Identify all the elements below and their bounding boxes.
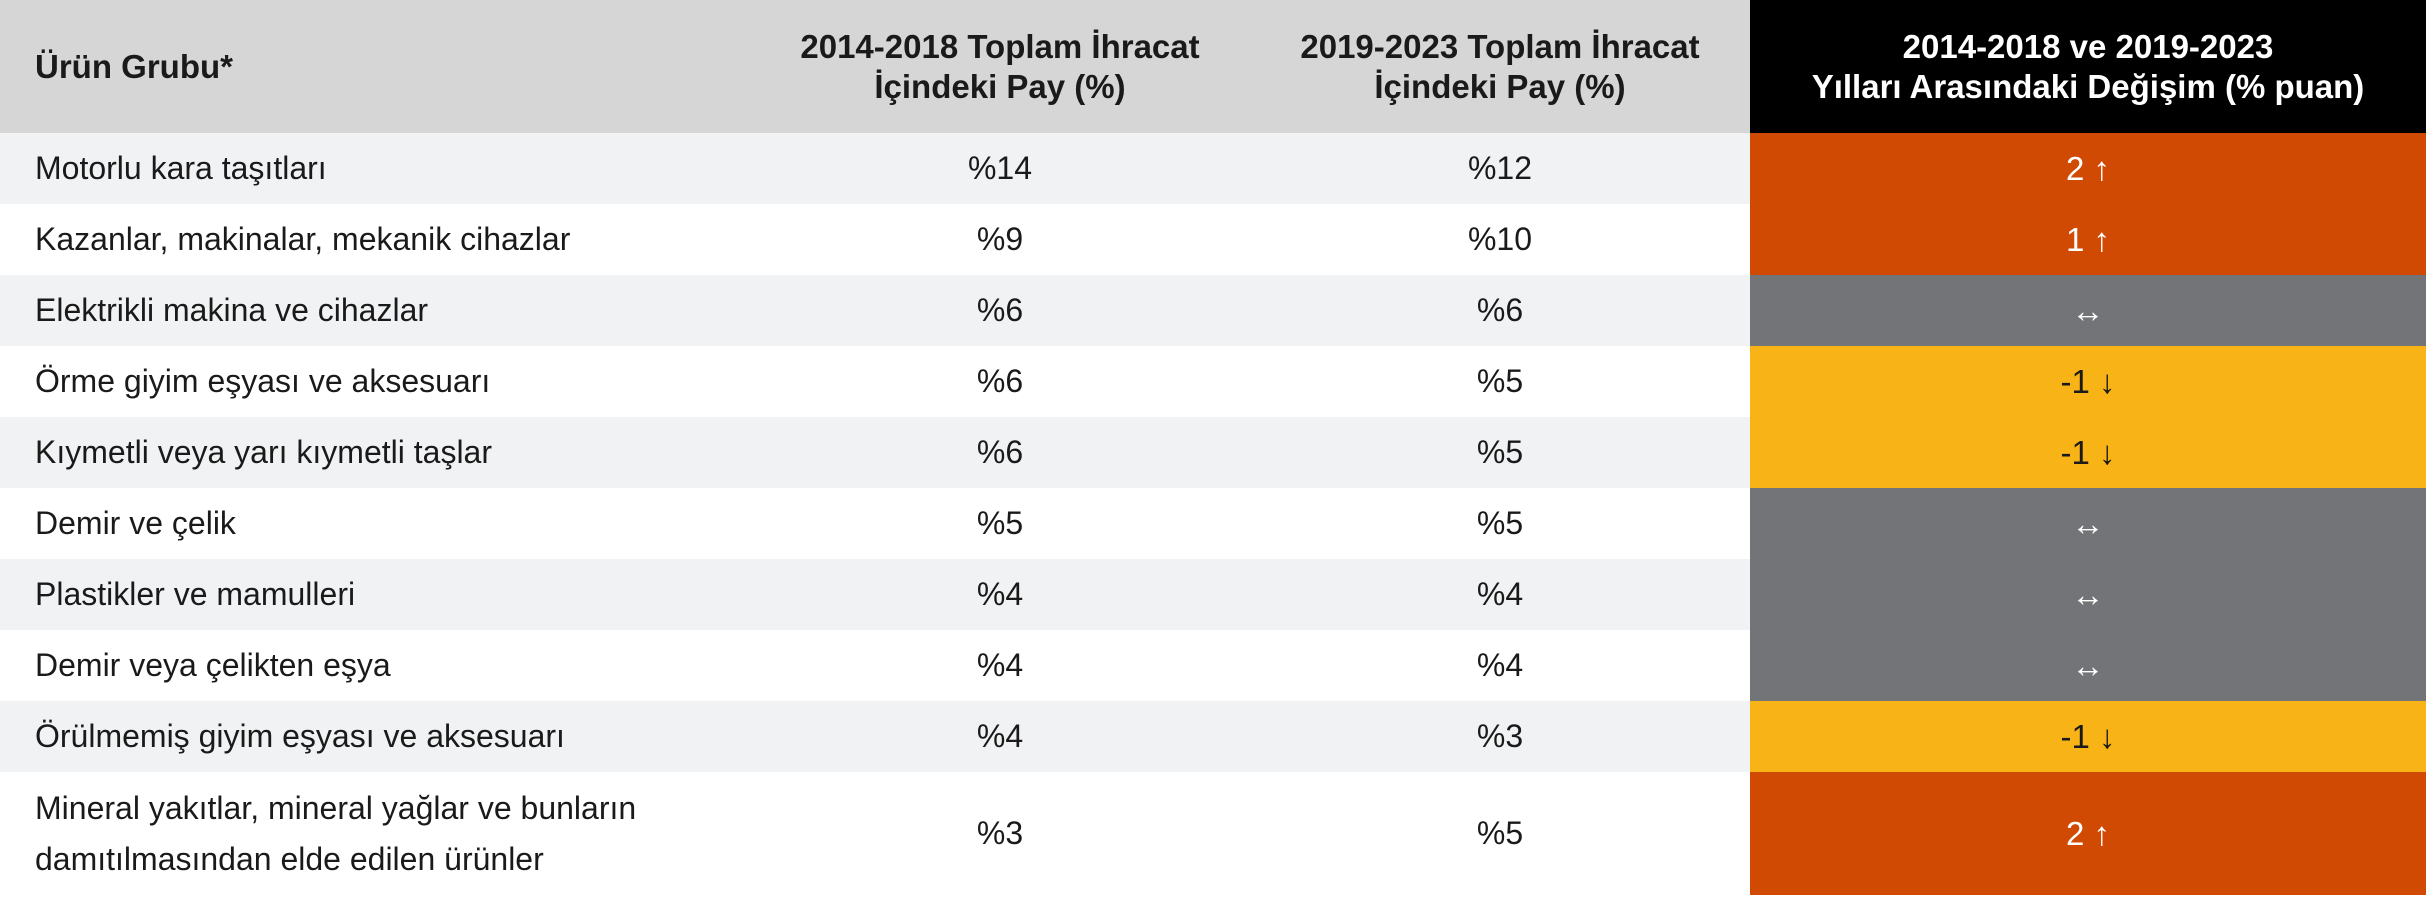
share-2014-2018-cell: %6: [750, 417, 1250, 488]
share-2019-2023-cell: %5: [1476, 815, 1524, 851]
change-cell: -1 ↓: [1750, 701, 2426, 772]
share-2014-2018-cell: %14: [750, 133, 1250, 204]
change-cell: 2 ↑: [1750, 133, 2426, 204]
change-cell: ↔: [1750, 488, 2426, 559]
product-cell-line2: damıtılmasından elde edilen ürünler: [35, 840, 544, 877]
product-cell: Demir veya çelikten eşya: [35, 647, 391, 683]
share-2019-2023-cell: %5: [1250, 417, 1750, 488]
product-cell: Demir ve çelik: [35, 505, 236, 541]
share-2019-2023-cell: %4: [1476, 647, 1524, 683]
product-cell: Motorlu kara taşıtları: [0, 133, 750, 204]
product-cell-line1: Mineral yakıtlar, mineral yağlar ve bunl…: [35, 789, 637, 826]
change-cell: -1 ↓: [1750, 346, 2426, 417]
header-share-2014-2018-line2: İçindeki Pay (%): [874, 67, 1126, 105]
change-cell: ↔: [1750, 275, 2426, 346]
header-share-2014-2018: 2014-2018 Toplam İhracat İçindeki Pay (%): [750, 0, 1250, 133]
share-2014-2018-cell: %4: [750, 701, 1250, 772]
product-cell: Kazanlar, makinalar, mekanik cihazlar: [35, 221, 571, 257]
share-2019-2023-cell: %4: [1250, 559, 1750, 630]
header-change-line2: Yılları Arasındaki Değişim (% puan): [1811, 67, 2365, 105]
header-share-2019-2023: 2019-2023 Toplam İhracat İçindeki Pay (%): [1250, 0, 1750, 133]
product-cell: Mineral yakıtlar, mineral yağlar ve bunl…: [0, 772, 750, 895]
share-2014-2018-cell: %5: [976, 505, 1024, 541]
header-product: Ürün Grubu*: [0, 0, 750, 133]
share-2014-2018-cell: %6: [976, 363, 1024, 399]
change-cell: 2 ↑: [1750, 772, 2426, 895]
header-change-line1: 2014-2018 ve 2019-2023: [1902, 27, 2274, 65]
change-cell: 1 ↑: [1750, 204, 2426, 275]
product-cell: Örülmemiş giyim eşyası ve aksesuarı: [0, 701, 750, 772]
share-2014-2018-cell: %4: [976, 647, 1024, 683]
share-2014-2018-cell: %3: [976, 815, 1024, 851]
share-2019-2023-cell: %5: [1476, 505, 1524, 541]
share-2014-2018-cell: %6: [750, 275, 1250, 346]
header-product-label: Ürün Grubu*: [35, 47, 233, 85]
share-2019-2023-cell: %6: [1250, 275, 1750, 346]
header-share-2014-2018-line1: 2014-2018 Toplam İhracat: [800, 27, 1200, 65]
product-cell: Plastikler ve mamulleri: [0, 559, 750, 630]
header-share-2019-2023-line2: İçindeki Pay (%): [1374, 67, 1626, 105]
product-cell: Elektrikli makina ve cihazlar: [0, 275, 750, 346]
change-cell: ↔: [1750, 559, 2426, 630]
header-change: 2014-2018 ve 2019-2023 Yılları Arasındaki…: [1750, 0, 2426, 133]
change-cell: -1 ↓: [1750, 417, 2426, 488]
share-2019-2023-cell: %5: [1476, 363, 1524, 399]
share-2019-2023-cell: %10: [1467, 221, 1533, 257]
share-2019-2023-cell: %3: [1250, 701, 1750, 772]
share-2014-2018-cell: %4: [750, 559, 1250, 630]
header-share-2019-2023-line1: 2019-2023 Toplam İhracat: [1300, 27, 1700, 65]
share-2019-2023-cell: %12: [1250, 133, 1750, 204]
share-2014-2018-cell: %9: [976, 221, 1024, 257]
product-cell: Kıymetli veya yarı kıymetli taşlar: [0, 417, 750, 488]
change-cell: ↔: [1750, 630, 2426, 701]
product-cell: Örme giyim eşyası ve aksesuarı: [35, 363, 491, 399]
